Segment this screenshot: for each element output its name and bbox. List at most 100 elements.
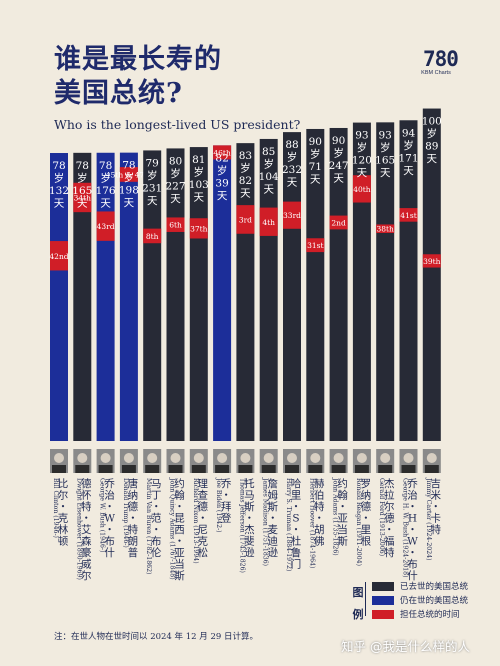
term-band-11-0 [306,238,325,253]
portrait-face-16 [426,453,437,463]
portrait-face-4 [147,453,158,463]
chinese-name-8-char: 托 [244,477,255,490]
chinese-name-7-char: 拜 [221,501,232,513]
chinese-name-1-char: 特 [81,501,92,513]
chinese-name-15-char: ・ [407,501,418,513]
age-label-6-char: 81 [192,154,205,166]
term-band-10-0 [283,201,301,229]
portrait-suit-12 [331,465,346,473]
age-label-15-char: 岁 [403,139,414,152]
chinese-name-10: 哈里・S・杜鲁门 [291,477,302,571]
chinese-name-11-char: 佛 [314,535,325,548]
portrait-face-15 [403,453,414,463]
chinese-name-10-char: 门 [291,558,302,571]
term-band-8-0 [236,205,255,234]
english-name-14: Gerald Ford (1913-2006) [378,478,385,556]
bar-12 [329,127,348,441]
chinese-name-12-char: ・ [337,501,348,513]
age-label-8-char: 天 [240,188,251,200]
chinese-name-12-char: 当 [337,523,348,536]
chinese-name-7-char: 登 [221,512,232,525]
age-label-0-char: 天 [54,198,65,210]
term-label-14-0: 38th [377,225,395,234]
chinese-name-5-char: 当 [174,558,185,571]
age-label-15-char: 天 [403,165,414,177]
chinese-name-4-char: 布 [151,536,162,548]
chinese-name-13: 罗纳德・里根 [361,478,372,548]
chinese-name-5-char: 约 [174,477,185,490]
age-label-9-char: 岁 [263,157,274,170]
chinese-name-6-char: 克 [198,536,209,548]
age-label-4-char: 岁 [147,169,158,182]
age-label-11-char: 岁 [310,147,321,160]
bar-4 [143,150,162,441]
age-label-0-char: 岁 [54,172,65,185]
portrait-suit-10 [285,465,299,473]
chinese-name-1-char: ・ [81,513,92,525]
term-band-14-0 [376,224,395,233]
chinese-name-3: 唐纳德・特朗普 [128,477,139,559]
chinese-name-1-char: 怀 [81,490,92,502]
chinese-name-4-char: 范 [151,512,162,525]
chinese-name-9-char: 麦 [267,524,278,536]
chinese-name-15-char: 什 [407,570,418,582]
age-label-12-char: 90 [332,135,345,147]
chinese-name-15-char: W [407,536,418,548]
chinese-name-1-char: 森 [81,535,92,548]
chinese-name-15-char: ・ [407,547,418,559]
chinese-name-3-char: 德 [128,500,139,513]
chinese-name-7-char: ・ [221,490,232,502]
age-label-5-char: 227 [165,180,185,192]
portrait-face-9 [263,453,274,463]
age-label-8-char: 83 [239,150,252,162]
chinese-name-10-char: ・ [291,524,302,536]
chinese-name-8-char: 斯 [244,500,255,513]
chinese-name-11-char: 伯 [314,489,325,502]
term-band-2-0 [96,211,115,241]
portrait-face-11 [310,453,321,463]
chinese-name-13-char: 里 [361,524,372,536]
logo: 780 KBM Charts [421,48,459,76]
logo-text: KBM Charts [421,70,451,76]
chinese-name-9-char: 姆 [267,489,278,502]
chinese-name-1-char: 艾 [81,524,92,536]
portrait-face-7 [217,453,228,463]
bar-1 [73,152,92,441]
watermark: 知乎 @我是什么样的人 [341,639,470,654]
chinese-name-5: 约翰・昆西・亚当斯 [174,477,185,582]
portrait-face-1 [77,453,88,463]
chinese-name-11-char: 胡 [314,523,325,536]
portrait-suit-5 [168,465,183,473]
title-line-1: 谁是最长寿的 [54,44,222,75]
age-label-3-char: 78 [122,160,135,172]
age-label-16-char: 岁 [427,127,438,140]
chinese-name-0-char: 尔 [58,489,69,502]
portrait-suit-3 [121,465,136,473]
age-label-7-char: 82 [215,152,228,164]
chinese-name-12: 约翰・亚当斯 [337,477,348,548]
age-label-0-char: 132 [49,185,69,197]
chinese-name-0-char: ・ [58,501,69,513]
age-label-1-char: 天 [77,197,88,209]
chinese-name-7: 乔・拜登 [221,478,232,525]
english-name-4: Martin Van Buren (1782-1862) [145,478,152,574]
chinese-name-4-char: ・ [151,524,162,536]
age-label-11-char: 天 [310,173,321,185]
term-band-3-0 [119,167,138,182]
term-label-5-0: 6th [169,221,182,230]
portrait-face-8 [240,453,251,463]
age-label-10-char: 232 [282,164,302,176]
chinese-name-13-char: 罗 [361,478,372,490]
chinese-name-5-char: 亚 [174,547,185,559]
chinese-name-2-char: 乔 [104,478,115,490]
portrait-face-5 [170,453,181,463]
chinese-name-8-char: 马 [244,490,255,502]
legend-label-deceased: 已去世的美国总统 [400,581,469,591]
chinese-name-8-char: 斐 [244,536,255,548]
term-label-13-0: 40th [353,185,371,194]
